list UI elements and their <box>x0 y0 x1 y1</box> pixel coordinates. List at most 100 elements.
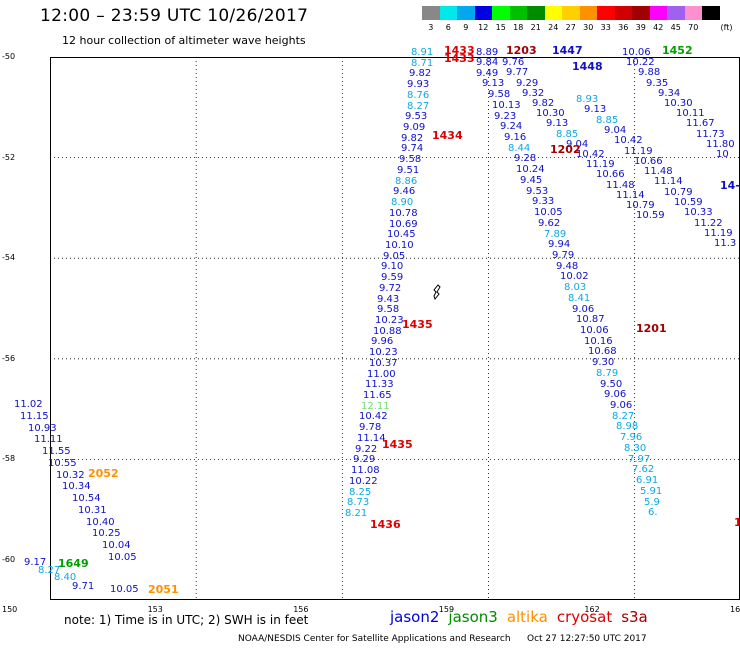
scale-label: 39 <box>635 23 646 32</box>
wave-height-value: 9.06 <box>572 303 595 315</box>
wave-height-value: 9.62 <box>538 217 561 229</box>
wave-height-value: 9.82 <box>401 132 424 144</box>
wave-height-value: 9.29 <box>516 77 539 89</box>
wave-height-value: 8.03 <box>564 282 587 294</box>
wave-height-value: 7.97 <box>628 453 651 465</box>
footer-credit: NOAA/NESDIS Center for Satellite Applica… <box>238 634 511 644</box>
scale-swatch <box>684 6 702 20</box>
longitude-label: 165 <box>730 605 740 614</box>
wave-height-value: 10.06 <box>580 325 609 336</box>
wave-height-value: 8.85 <box>556 128 579 140</box>
footer-note: note: 1) Time is in UTC; 2) SWH is in fe… <box>64 613 309 627</box>
scale-label: 12 <box>478 23 489 32</box>
latitude-label: -50 <box>2 52 16 61</box>
wave-height-value: 11.48 <box>606 179 635 191</box>
wave-height-value: 8.93 <box>576 94 599 105</box>
pass-time-label: 1452 <box>662 44 693 57</box>
wave-height-value: 11.19 <box>704 227 733 239</box>
wave-height-value: 10.66 <box>596 169 625 181</box>
wave-height-value: 9.23 <box>494 110 517 122</box>
wave-height-value: 11.14 <box>616 189 645 201</box>
wave-height-value: 9.74 <box>401 143 424 155</box>
wave-height-value: 9.43 <box>377 293 400 305</box>
wave-height-value: 9.46 <box>393 186 416 198</box>
scale-swatch <box>702 6 720 20</box>
pass-time-label: 1 <box>734 516 740 529</box>
scale-swatch <box>579 6 597 20</box>
wave-height-value: 8.44 <box>508 142 531 154</box>
wave-height-value: 9.24 <box>500 121 523 133</box>
wave-height-value: 10.45 <box>387 229 416 241</box>
wave-height-value: 10.79 <box>626 200 655 211</box>
wave-height-value: 9.78 <box>359 422 382 434</box>
wave-height-value: 9.32 <box>522 87 545 99</box>
wave-height-value: 10.23 <box>375 315 404 326</box>
wave-height-value: 9.33 <box>532 196 555 208</box>
island-outline-icon <box>433 284 441 300</box>
legend-cryosat: cryosat <box>556 608 613 626</box>
wave-height-value: 11.55 <box>42 446 71 457</box>
wave-height-value: 8.85 <box>596 114 619 126</box>
latitude-label: -56 <box>2 353 16 363</box>
scale-swatch <box>457 6 475 20</box>
latitude-label: -60 <box>2 555 16 564</box>
wave-height-value: 9.06 <box>604 389 627 401</box>
wave-height-value: 10.42 <box>576 149 605 160</box>
wave-height-value: 8.89 <box>476 47 499 58</box>
scale-label: 24 <box>548 23 559 32</box>
wave-height-value: 10.93 <box>28 422 57 434</box>
longitude-label: 150 <box>2 605 18 614</box>
wave-height-value: 9.58 <box>399 154 422 166</box>
scale-swatch <box>562 6 580 20</box>
wave-height-value: 10.79 <box>664 186 693 198</box>
wave-height-value: 10.30 <box>536 108 565 120</box>
scale-label: 3 <box>428 23 434 32</box>
pass-time-label: 1203 <box>506 44 537 57</box>
wave-height-value: 10.11 <box>676 108 705 120</box>
scale-label: 33 <box>600 23 611 32</box>
scale-label: 6 <box>445 23 451 32</box>
wave-height-value: 10.40 <box>86 516 115 528</box>
longitude-label: 159 <box>438 605 455 614</box>
wave-height-value: 8.76 <box>407 89 430 101</box>
wave-height-value: 10.16 <box>584 335 613 347</box>
wave-height-value: 9.17 <box>24 557 47 568</box>
legend-jason2: jason2 <box>390 608 440 626</box>
pass-time-label: 1433 <box>444 52 475 65</box>
wave-height-value: 10.42 <box>359 411 388 423</box>
wave-height-value: 10.30 <box>664 98 693 109</box>
scale-label: 21 <box>530 23 541 32</box>
wave-height-value: 10.24 <box>516 164 545 176</box>
wave-height-value: 10.22 <box>626 57 655 69</box>
scale-label: 30 <box>583 23 594 32</box>
wave-height-value: 10.10 <box>385 239 414 251</box>
wave-height-value: 9.06 <box>610 400 633 412</box>
pass-time-label: 2051 <box>148 583 179 596</box>
wave-height-value: 11.33 <box>365 379 394 391</box>
wave-height-value: 8.90 <box>391 197 414 209</box>
wave-height-value: 9.45 <box>520 174 543 186</box>
wave-height-value: 8.30 <box>624 442 647 454</box>
wave-height-value: 8.40 <box>54 572 77 583</box>
pass-time-label: 1435 <box>402 318 433 331</box>
wave-height-value: 9.93 <box>407 79 430 91</box>
wave-height-value: 9.28 <box>514 153 537 165</box>
wave-height-value: 10.59 <box>674 197 703 208</box>
pass-time-label: 1448 <box>572 60 603 73</box>
wave-height-value: 11.08 <box>351 465 380 477</box>
scale-label: 36 <box>618 23 629 32</box>
scale-label: 15 <box>495 23 506 32</box>
wave-height-value: 10.22 <box>349 475 378 487</box>
wave-height-value: 10.34 <box>62 481 91 493</box>
wave-height-value: 11.11 <box>34 434 63 446</box>
wave-height-value: 7.96 <box>620 432 643 444</box>
wave-height-value: 10 <box>716 149 729 160</box>
wave-height-value: 8.27 <box>38 565 61 576</box>
wave-height-value: 5.91 <box>640 485 663 497</box>
wave-height-value: 9.82 <box>532 98 555 109</box>
wave-height-value: 10.88 <box>373 325 402 337</box>
wave-height-value: 8.41 <box>568 292 591 304</box>
wave-height-value: 9.53 <box>405 111 428 123</box>
wave-height-value: 8.71 <box>411 57 434 69</box>
wave-height-value: 8.86 <box>395 175 418 187</box>
